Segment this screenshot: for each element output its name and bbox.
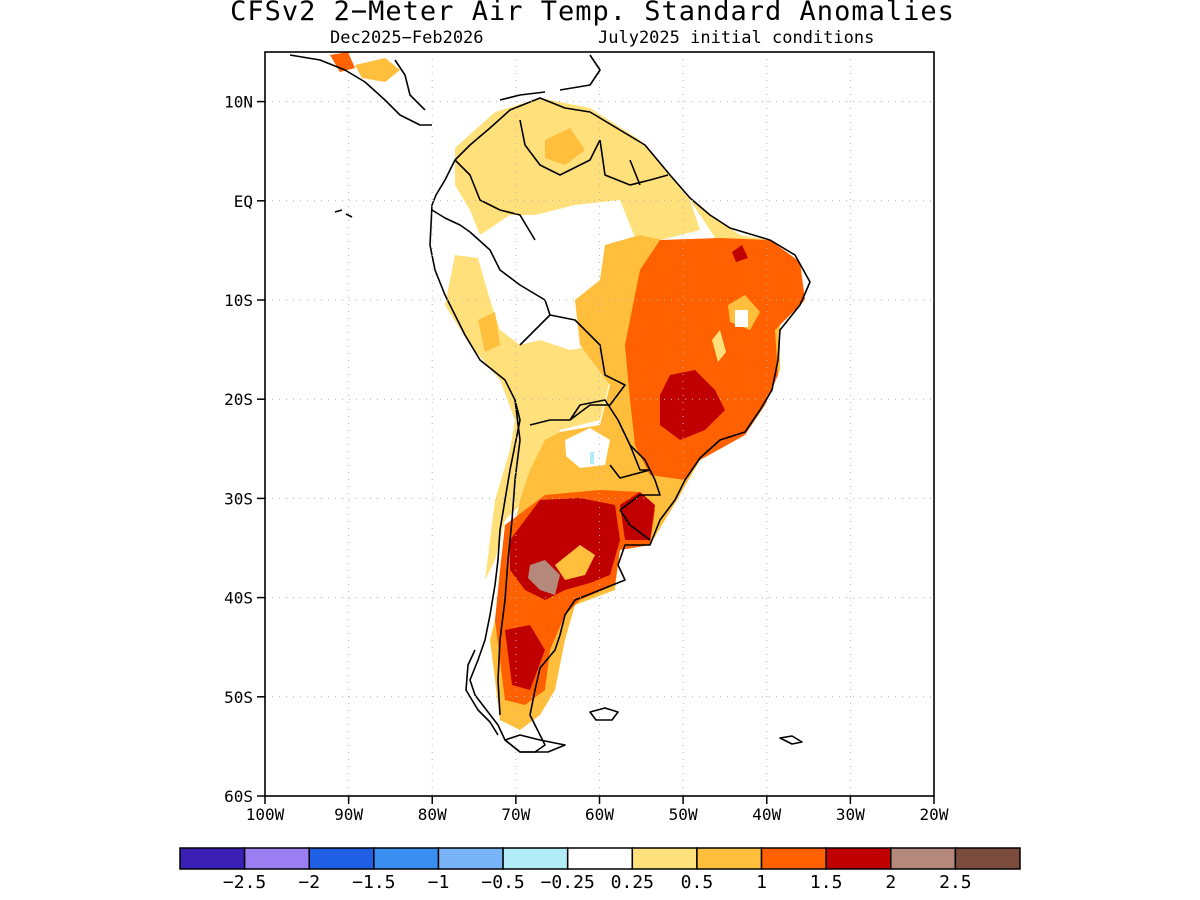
colorbar-label: 0.25 [611, 872, 654, 893]
anomaly-1.5-2-patagonia [505, 625, 545, 690]
lon-tick-label: 30W [836, 805, 865, 824]
colorbar-swatch [760, 847, 827, 870]
lat-tick-label: 40S [224, 589, 253, 608]
falklands [589, 707, 619, 721]
anomaly-1.5-2-northeast-spot [732, 245, 748, 262]
colorbar-swatch [566, 847, 634, 870]
anomaly-0.25-0.5-inner-bahia [712, 330, 726, 362]
border-chile-argentina [497, 399, 521, 716]
colorbar: −2.5 −2 −1.5 −1 −0.5 −0.25 0.25 0.5 1 1.5 2 2.5 [179, 847, 1021, 893]
anomaly-1-1.5-mexico-edge [334, 58, 348, 66]
colorbar-label: −1.5 [352, 872, 395, 893]
coastlines-and-borders [289, 54, 811, 753]
tierra-del-fuego [504, 734, 566, 753]
anomaly-0.5-1-inner-center [555, 545, 595, 580]
colorbar-swatch [631, 847, 698, 870]
border-guianas [599, 139, 669, 186]
colorbar-label: −0.5 [481, 872, 524, 893]
border-peru-brazil [469, 231, 551, 316]
coastline [429, 97, 811, 753]
lat-tick-label: 60S [224, 787, 253, 806]
chart-title: CFSv2 2−Meter Air Temp. Standard Anomali… [230, 0, 955, 27]
galapagos [334, 209, 353, 218]
lon-tick-label: 60W [585, 805, 614, 824]
south-georgia [779, 735, 803, 745]
anomaly-0.25-0.5-lake [590, 452, 594, 464]
lon-tick-label: 90W [334, 805, 363, 824]
lon-tick-label: 100W [246, 805, 285, 824]
anomaly-0.5-1-north-spot [545, 128, 585, 165]
colorbar-swatch [437, 847, 504, 870]
anomaly-2-2.5-spot [528, 560, 560, 595]
lon-tick-label: 50W [669, 805, 698, 824]
colorbar-label: 0.5 [681, 872, 714, 893]
forecast-period: Dec2025−Feb2026 [330, 28, 484, 48]
border-bolivia [519, 314, 626, 426]
colorbar-label: −2 [298, 872, 320, 893]
colorbar-swatch [502, 847, 569, 870]
central-america-coast [289, 54, 432, 126]
colorbar-swatch [373, 847, 440, 870]
lat-tick-label: 10N [224, 93, 253, 112]
border-ecuador [431, 209, 471, 233]
no-signal-bahia [735, 310, 748, 327]
colorbar-swatch [308, 847, 375, 870]
lat-tick-label: 20S [224, 390, 253, 409]
border-brazil-south [619, 444, 661, 511]
border-venezuela [519, 119, 601, 176]
lat-tick-label: 30S [224, 489, 253, 508]
lon-tick-label: 70W [501, 805, 530, 824]
lat-tick-label: 10S [224, 291, 253, 310]
colorbar-label: 2.5 [939, 872, 972, 893]
chile-fjords [465, 649, 499, 736]
anomaly-0.5-1-central-america [355, 58, 400, 82]
colorbar-label: 1 [756, 872, 767, 893]
border-colombia [454, 159, 536, 241]
initial-conditions: July2025 initial conditions [598, 28, 875, 48]
caribbean-islands [499, 54, 601, 101]
lat-tick-label: 50S [224, 688, 253, 707]
colorbar-label: 1.5 [810, 872, 843, 893]
colorbar-swatch [179, 847, 246, 870]
colorbar-label: −1 [428, 872, 450, 893]
colorbar-swatch [825, 847, 892, 870]
lat-tick-label: EQ [234, 192, 253, 211]
lon-tick-label: 40W [752, 805, 781, 824]
colorbar-swatch [243, 847, 310, 870]
no-signal-chaco [565, 428, 610, 468]
colorbar-swatch [696, 847, 763, 870]
anomaly-shading [330, 52, 805, 730]
colorbar-label: −2.5 [223, 872, 266, 893]
colorbar-label: 2 [885, 872, 896, 893]
map-plot-area [289, 52, 811, 753]
border-uruguay [619, 509, 651, 541]
colorbar-swatch [954, 847, 1021, 870]
anomaly-1.5-2-brazil [660, 370, 725, 440]
lon-tick-label: 80W [418, 805, 447, 824]
lon-tick-label: 20W [920, 805, 949, 824]
map-gridlines [265, 52, 934, 796]
anomaly-0.5-1-andes-spot [478, 312, 500, 352]
colorbar-label: −0.25 [541, 872, 595, 893]
colorbar-swatch [890, 847, 957, 870]
